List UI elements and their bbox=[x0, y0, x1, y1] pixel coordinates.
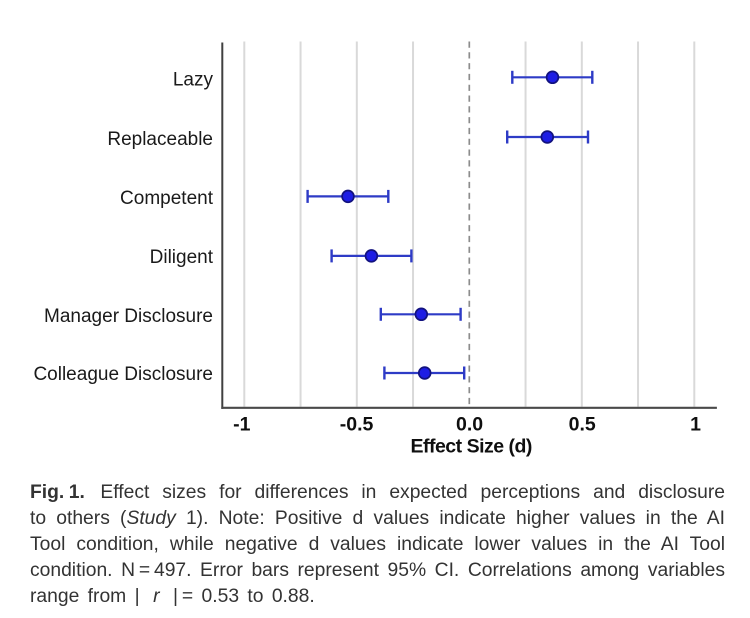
svg-text:Effect Size (d): Effect Size (d) bbox=[410, 435, 531, 457]
svg-text:0.0: 0.0 bbox=[456, 414, 483, 436]
svg-text:0.5: 0.5 bbox=[569, 414, 596, 436]
svg-text:-0.5: -0.5 bbox=[340, 414, 374, 436]
svg-text:-1: -1 bbox=[233, 414, 250, 436]
svg-text:Diligent: Diligent bbox=[150, 247, 214, 268]
svg-text:1: 1 bbox=[690, 414, 701, 436]
svg-text:Manager Disclosure: Manager Disclosure bbox=[44, 306, 213, 327]
svg-text:Colleague Disclosure: Colleague Disclosure bbox=[33, 364, 213, 385]
svg-text:Replaceable: Replaceable bbox=[107, 129, 213, 150]
svg-text:Competent: Competent bbox=[120, 188, 214, 209]
svg-text:Lazy: Lazy bbox=[173, 69, 214, 90]
